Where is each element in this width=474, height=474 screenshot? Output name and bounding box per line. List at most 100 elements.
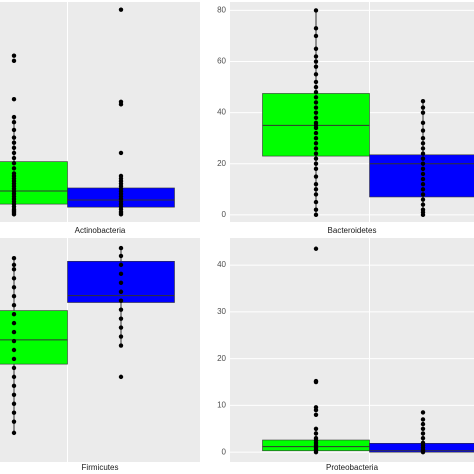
point xyxy=(118,245,124,251)
point xyxy=(118,262,124,268)
point xyxy=(420,421,426,427)
point xyxy=(313,72,319,77)
point xyxy=(11,155,17,161)
point xyxy=(11,140,17,145)
point xyxy=(313,412,319,417)
point xyxy=(11,160,17,166)
point xyxy=(313,64,319,69)
point xyxy=(420,151,426,156)
point xyxy=(11,430,17,436)
point xyxy=(313,54,319,59)
point xyxy=(313,207,319,212)
point xyxy=(313,181,319,187)
point xyxy=(118,150,124,156)
box xyxy=(0,161,68,205)
point xyxy=(420,141,426,146)
point xyxy=(420,207,426,212)
y-tick-label: 0 xyxy=(222,210,227,219)
point xyxy=(420,110,426,115)
point xyxy=(11,255,17,261)
y-tick-label: 60 xyxy=(217,57,226,66)
point xyxy=(420,128,426,133)
point xyxy=(420,105,426,110)
point xyxy=(420,135,426,141)
point xyxy=(420,410,426,415)
point xyxy=(118,325,124,330)
point xyxy=(11,267,17,272)
point xyxy=(118,298,124,303)
y-tick-label: 20 xyxy=(217,159,226,168)
point xyxy=(118,334,124,339)
point xyxy=(313,105,319,110)
point xyxy=(313,187,319,192)
point xyxy=(11,365,17,371)
point xyxy=(313,431,319,436)
point xyxy=(11,410,17,415)
point xyxy=(11,171,17,176)
strip-label: Firmicutes xyxy=(82,463,119,472)
point xyxy=(11,145,17,151)
point xyxy=(420,181,426,187)
point xyxy=(420,161,426,166)
point xyxy=(420,197,426,202)
point xyxy=(118,280,124,285)
point xyxy=(313,212,319,218)
point xyxy=(118,316,124,321)
point xyxy=(11,356,17,362)
point xyxy=(420,171,426,177)
point xyxy=(420,426,426,431)
point xyxy=(11,135,17,140)
point xyxy=(11,419,17,424)
point xyxy=(313,130,319,136)
point xyxy=(313,46,319,51)
point xyxy=(313,33,319,39)
point xyxy=(313,79,319,85)
strip-label: Proteobacteria xyxy=(326,463,379,472)
point xyxy=(313,435,319,441)
point xyxy=(11,262,17,268)
y-tick-label: 80 xyxy=(217,6,226,15)
point xyxy=(11,383,17,389)
point xyxy=(313,166,319,172)
y-tick-label: 40 xyxy=(217,108,226,117)
point xyxy=(313,84,319,90)
point xyxy=(420,120,426,126)
point xyxy=(118,253,124,259)
point xyxy=(313,246,319,251)
point xyxy=(11,338,17,344)
point xyxy=(11,276,17,281)
point xyxy=(118,7,124,12)
point xyxy=(313,151,319,156)
y-tick-label: 30 xyxy=(217,307,226,316)
point xyxy=(11,53,17,58)
y-tick-label: 10 xyxy=(217,401,226,410)
point xyxy=(313,161,319,166)
point xyxy=(11,285,17,290)
point xyxy=(118,99,124,104)
point xyxy=(11,320,17,326)
point xyxy=(313,141,319,146)
point xyxy=(420,146,426,151)
y-tick-label: 40 xyxy=(217,260,226,269)
point xyxy=(420,440,426,446)
point xyxy=(11,329,17,335)
point xyxy=(11,311,17,317)
point xyxy=(313,115,319,120)
point xyxy=(11,97,17,102)
point xyxy=(118,289,124,294)
point xyxy=(11,127,17,133)
point xyxy=(420,192,426,197)
point xyxy=(118,343,124,348)
point xyxy=(420,98,426,104)
y-tick-label: 20 xyxy=(217,354,226,363)
point xyxy=(420,417,426,422)
point xyxy=(313,100,319,105)
point xyxy=(420,431,426,436)
point xyxy=(11,166,17,171)
point xyxy=(313,89,319,95)
point xyxy=(313,405,319,410)
point xyxy=(313,192,319,197)
point xyxy=(313,110,319,115)
